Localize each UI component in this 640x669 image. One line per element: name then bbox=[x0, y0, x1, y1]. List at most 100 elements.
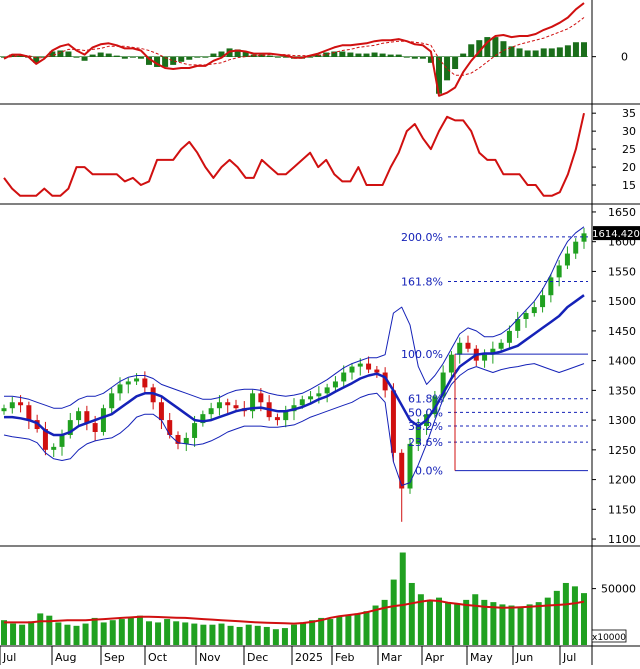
macd-histogram-bar bbox=[57, 50, 64, 57]
macd-histogram-bar bbox=[113, 55, 120, 57]
candle-up bbox=[250, 393, 256, 412]
candle-up bbox=[200, 414, 206, 424]
candle-up bbox=[59, 434, 65, 447]
candle-up bbox=[283, 411, 289, 421]
bollinger-lower-line bbox=[3, 363, 585, 486]
macd-histogram-bar bbox=[363, 53, 370, 57]
volume-bar bbox=[82, 623, 89, 645]
macd-histogram-bar bbox=[581, 42, 587, 57]
volume-bar bbox=[508, 605, 515, 645]
candle-down bbox=[225, 402, 231, 406]
candle-down bbox=[92, 423, 98, 432]
macd-histogram-bar bbox=[492, 37, 499, 57]
volume-bar bbox=[263, 626, 270, 645]
candle-up bbox=[432, 396, 438, 415]
candle-up bbox=[117, 384, 123, 394]
candle-up bbox=[125, 381, 131, 385]
price-y-tick-label: 1550 bbox=[608, 265, 636, 278]
volume-bar bbox=[336, 616, 343, 645]
last-price-label: 1614.420 bbox=[592, 229, 640, 240]
candle-up bbox=[134, 378, 140, 382]
x-tick-label-sep: Sep bbox=[104, 651, 125, 664]
candle-up bbox=[556, 265, 562, 278]
macd-histogram-bar bbox=[121, 56, 128, 59]
macd-histogram-bar bbox=[500, 41, 507, 57]
volume-bar bbox=[481, 599, 488, 645]
macd-histogram-bar bbox=[444, 56, 451, 81]
macd-histogram-bar bbox=[186, 56, 193, 60]
volume-bar bbox=[345, 614, 352, 645]
volume-bar bbox=[318, 617, 325, 645]
volume-bar bbox=[354, 613, 361, 645]
candle-down bbox=[465, 342, 471, 349]
volume-bar bbox=[227, 625, 234, 645]
volume-bar bbox=[218, 623, 225, 645]
macd-line bbox=[3, 2, 585, 97]
macd-histogram-bar bbox=[89, 54, 96, 57]
candle-up bbox=[51, 446, 57, 450]
volume-bar bbox=[535, 602, 542, 645]
price-y-tick-label: 1250 bbox=[608, 444, 636, 457]
candle-down bbox=[374, 369, 380, 373]
volume-bar bbox=[191, 623, 198, 645]
candle-up bbox=[9, 402, 15, 409]
candle-down bbox=[258, 393, 264, 403]
volume-bar bbox=[155, 622, 162, 645]
candle-up bbox=[440, 372, 446, 397]
volume-bar bbox=[91, 617, 98, 645]
volume-bar bbox=[381, 599, 388, 645]
macd-histogram-bar bbox=[97, 52, 104, 57]
macd-histogram-bar bbox=[105, 53, 112, 57]
macd-histogram-bar bbox=[73, 56, 80, 58]
volume-y-tick-label: 50000 bbox=[601, 583, 636, 596]
candle-up bbox=[67, 420, 73, 435]
volume-bar bbox=[517, 606, 524, 645]
candle-up bbox=[482, 354, 488, 361]
macd-histogram-bar bbox=[323, 52, 330, 57]
volume-bar bbox=[200, 624, 207, 645]
candle-up bbox=[192, 423, 198, 438]
price-y-tick-label: 1600 bbox=[608, 236, 636, 249]
volume-bar bbox=[19, 624, 26, 645]
x-tick-label-dec: Dec bbox=[247, 651, 268, 664]
fibonacci-level-label: 100.0% bbox=[401, 348, 443, 361]
volume-bar bbox=[399, 552, 406, 645]
fibonacci-level-label: 38.2% bbox=[408, 420, 443, 433]
volume-bar bbox=[55, 622, 62, 645]
x-tick-label-feb: Feb bbox=[335, 651, 354, 664]
volume-bar bbox=[46, 615, 53, 645]
volume-ma-line bbox=[4, 599, 585, 625]
indicator-y-tick-label: 20 bbox=[622, 161, 636, 174]
price-y-tick-label: 1300 bbox=[608, 414, 636, 427]
macd-histogram-bar bbox=[436, 56, 442, 94]
macd-histogram-bar bbox=[307, 56, 314, 58]
candle-up bbox=[498, 342, 504, 349]
macd-histogram-bar bbox=[484, 37, 491, 57]
indicator-y-tick-label: 15 bbox=[622, 179, 636, 192]
macd-histogram-bar bbox=[274, 56, 281, 58]
price-y-tick-label: 1350 bbox=[608, 384, 636, 397]
macd-histogram-bar bbox=[452, 56, 459, 70]
volume-bar bbox=[146, 621, 152, 645]
volume-bar bbox=[164, 619, 171, 645]
candle-down bbox=[382, 372, 388, 391]
macd-histogram-bar bbox=[41, 56, 48, 58]
candle-down bbox=[274, 417, 280, 421]
macd-histogram-bar bbox=[33, 56, 40, 63]
volume-unit-box bbox=[591, 629, 627, 643]
macd-histogram-bar bbox=[154, 56, 161, 67]
volume-bar bbox=[236, 626, 243, 645]
candle-up bbox=[100, 408, 106, 432]
candle-up bbox=[548, 277, 554, 296]
volume-bar bbox=[571, 586, 578, 645]
volume-bar bbox=[173, 621, 180, 645]
volume-bar bbox=[254, 625, 261, 645]
volume-bar bbox=[291, 624, 297, 645]
macd-histogram-bar bbox=[371, 52, 378, 57]
candle-down bbox=[84, 411, 90, 424]
macd-histogram-bar bbox=[242, 51, 249, 57]
candle-down bbox=[158, 402, 164, 421]
volume-bar bbox=[390, 579, 397, 645]
volume-bar bbox=[272, 629, 279, 645]
